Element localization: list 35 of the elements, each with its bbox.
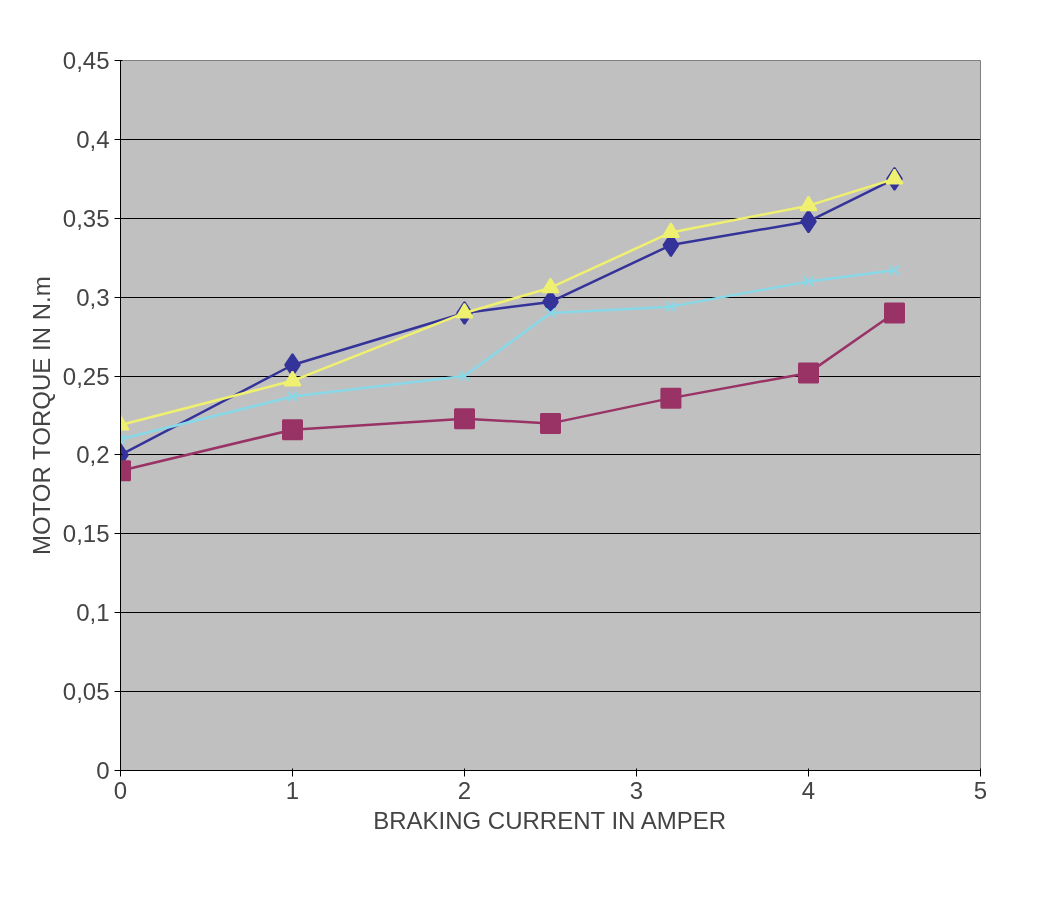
- point: [544, 307, 557, 319]
- y-tick-label: 0,15: [62, 520, 110, 548]
- point: [661, 222, 680, 239]
- x-axis-title: BRAKING CURRENT IN AMPER: [373, 806, 727, 834]
- point: [885, 168, 904, 185]
- point: [540, 412, 561, 434]
- y-tick-label: 0,2: [76, 441, 110, 469]
- x-tick-label: 4: [801, 776, 816, 804]
- x-tick-label: 1: [285, 776, 300, 804]
- x-tick-label: 0: [113, 776, 128, 804]
- point: [799, 195, 818, 212]
- point: [458, 370, 471, 382]
- y-tick-label: 0,25: [62, 362, 110, 390]
- x-tick-label: 3: [629, 776, 644, 804]
- point: [282, 419, 303, 441]
- point: [888, 264, 901, 276]
- y-tick-label: 0,4: [76, 125, 110, 153]
- y-tick-label: 0,1: [76, 599, 110, 627]
- point: [455, 302, 474, 319]
- y-tick-label: 0,45: [62, 47, 110, 74]
- point: [541, 277, 560, 294]
- point: [660, 387, 682, 409]
- y-axis-title: MOTOR TORQUE IN N.m: [27, 276, 55, 556]
- y-tick-label: 0,3: [76, 283, 110, 311]
- y-tick-label: 0: [96, 757, 110, 784]
- point: [665, 301, 677, 313]
- point: [798, 362, 819, 384]
- x-tick-label: 2: [457, 776, 472, 804]
- point: [286, 390, 299, 403]
- point: [454, 408, 475, 430]
- y-tick-label: 0,35: [62, 204, 110, 232]
- point: [884, 302, 905, 324]
- y-tick-label: 0,05: [62, 678, 110, 706]
- x-tick-label: 5: [973, 776, 988, 804]
- point: [802, 275, 815, 287]
